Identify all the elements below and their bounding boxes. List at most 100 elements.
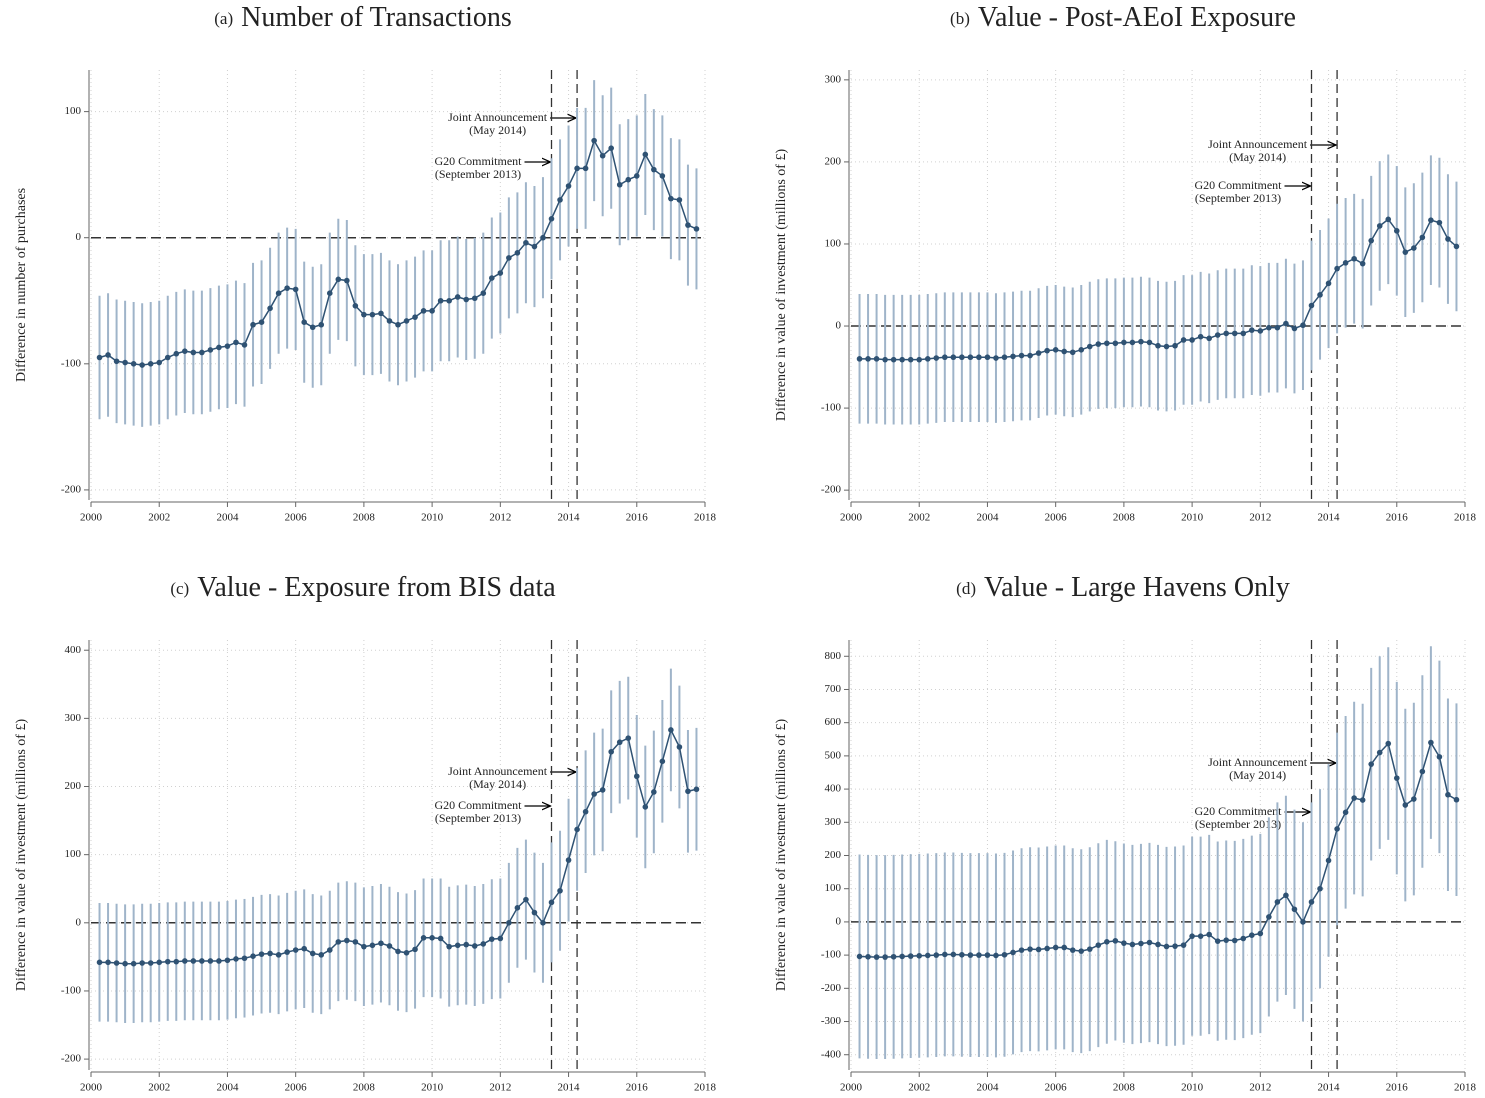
point (633, 173, 640, 179)
point (1419, 234, 1426, 241)
point (642, 804, 649, 810)
x-tick-label: 2006 (1045, 512, 1068, 524)
point (207, 347, 214, 353)
point (1095, 341, 1102, 347)
point (540, 920, 546, 926)
y-tick-label: 800 (825, 650, 842, 662)
point (113, 358, 120, 365)
point (1257, 328, 1264, 334)
point (907, 953, 914, 959)
event-label: Joint Announcement (1208, 137, 1308, 151)
point (1001, 354, 1008, 361)
point (1428, 739, 1434, 746)
point (1044, 945, 1050, 952)
point (599, 152, 606, 159)
point (633, 773, 640, 780)
point (309, 324, 316, 331)
point (540, 234, 546, 241)
point (224, 957, 231, 964)
point (1027, 946, 1033, 952)
panel-title: (a) Number of Transactions (214, 2, 512, 33)
point (429, 934, 435, 941)
x-tick-label: 2018 (1454, 1082, 1477, 1094)
point (1266, 914, 1272, 920)
x-tick-label: 2014 (1318, 512, 1341, 524)
point (1342, 809, 1349, 816)
point (1359, 260, 1366, 267)
point (1351, 255, 1357, 262)
point (1274, 324, 1281, 331)
point (412, 314, 418, 320)
point (625, 176, 632, 183)
point (446, 943, 452, 950)
panel-title: (d) Value - Large Havens Only (956, 572, 1290, 603)
point (326, 290, 333, 296)
x-tick-label: 2008 (353, 512, 376, 524)
point (412, 946, 418, 953)
point (352, 303, 359, 309)
y-tick-label: -400 (821, 1048, 842, 1060)
point (1445, 791, 1451, 798)
point (1266, 324, 1272, 331)
point (480, 941, 487, 947)
point (890, 953, 897, 960)
point (1146, 339, 1153, 346)
point (1180, 337, 1187, 343)
point (659, 758, 666, 765)
point (190, 349, 197, 356)
point (1300, 322, 1306, 329)
point (420, 934, 427, 941)
y-tick-label: 0 (836, 915, 842, 927)
point (1436, 754, 1443, 760)
point (565, 183, 572, 189)
point (959, 951, 965, 958)
point (1172, 943, 1178, 949)
panel-label: (d) (956, 579, 976, 598)
point (548, 215, 555, 222)
point (506, 255, 512, 261)
y-tick-label: -300 (821, 1015, 842, 1027)
point (1095, 942, 1102, 948)
point (471, 943, 478, 949)
point (1189, 337, 1195, 343)
point (1231, 330, 1238, 337)
point (668, 727, 674, 733)
x-tick-label: 2018 (694, 512, 717, 524)
point (241, 955, 248, 962)
point (1155, 342, 1161, 349)
point (258, 319, 265, 325)
point (933, 952, 940, 958)
event-label: Joint Announcement (448, 764, 548, 778)
point (899, 953, 905, 960)
point (1308, 302, 1315, 309)
title-text: Value - Large Havens Only (984, 572, 1290, 603)
y-tick-label: 0 (76, 916, 82, 928)
point (642, 151, 649, 158)
x-tick-label: 2006 (1045, 1082, 1068, 1094)
point (361, 311, 367, 318)
point (1453, 796, 1460, 803)
point (1001, 951, 1008, 958)
point (1376, 223, 1383, 229)
point (105, 352, 111, 358)
point (199, 349, 205, 356)
point (122, 359, 128, 366)
point (608, 145, 614, 151)
point (1197, 333, 1204, 340)
point (139, 362, 145, 368)
point (1155, 941, 1161, 948)
point (950, 354, 957, 361)
point (1189, 933, 1195, 939)
point (591, 137, 597, 144)
point (574, 165, 580, 172)
y-axis-label: Difference in value of investment (milli… (774, 719, 789, 992)
point (1240, 935, 1247, 942)
point (454, 942, 461, 949)
point (865, 356, 871, 362)
point (1283, 320, 1289, 327)
x-tick-label: 2002 (148, 1082, 170, 1094)
x-tick-label: 2008 (353, 1082, 376, 1094)
point (1385, 216, 1392, 223)
point (275, 290, 282, 296)
